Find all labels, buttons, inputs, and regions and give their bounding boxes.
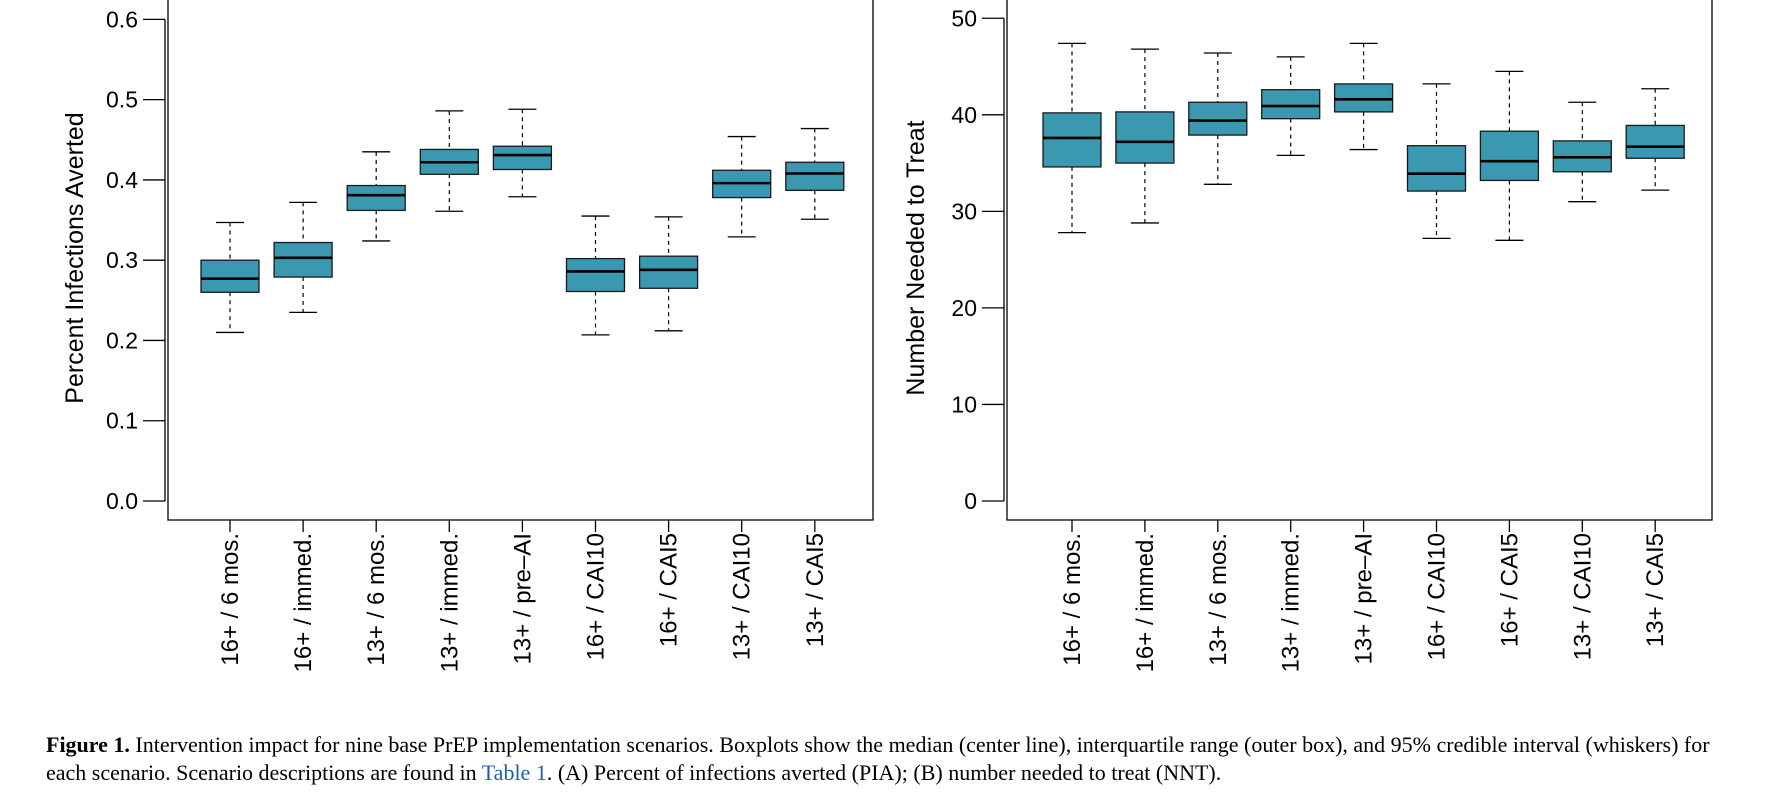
panel-a-pia-boxplot: 0.0 0.1 0.2 0.3 0.4 0.5 0.6 Percent Infections … (61, 0, 874, 672)
box-3 (346, 151, 406, 242)
y-tick-label: 50 (951, 5, 977, 31)
iqr-box (785, 161, 845, 192)
table-1-link[interactable]: Table 1 (481, 760, 547, 785)
category-label: 13+ / CAI10 (1569, 533, 1596, 660)
category-label: 13+ / CAI10 (729, 533, 756, 660)
iqr-box (638, 255, 699, 289)
y-tick-label: 0.5 (106, 87, 138, 113)
iqr-box (492, 145, 553, 171)
caption-label: Figure 1. (46, 732, 130, 757)
category-label: 13+ / CAI5 (1642, 533, 1669, 647)
category-label: 13+ / immed. (1278, 533, 1305, 672)
category-label: 13+ / immed. (436, 533, 463, 672)
iqr-box (1261, 89, 1321, 120)
box-1 (200, 221, 260, 334)
iqr-box (1188, 101, 1248, 136)
box-6 (1406, 83, 1467, 240)
y-tick-label: 0.1 (106, 408, 138, 434)
category-label: 16+ / CAI5 (656, 533, 683, 647)
category-label: 13+ / pre–AI (509, 533, 536, 664)
box-9 (1625, 88, 1685, 191)
y-tick-label: 30 (951, 198, 977, 224)
box-2 (273, 201, 333, 314)
iqr-box (1625, 124, 1685, 159)
category-label: 16+ / CAI10 (583, 533, 610, 660)
category-label: 16+ / immed. (290, 533, 317, 672)
boxplot-figure: 0.0 0.1 0.2 0.3 0.4 0.5 0.6 Percent Infections … (61, 0, 1713, 672)
category-label: 16+ / 6 mos. (1059, 533, 1086, 666)
iqr-box (565, 257, 626, 293)
iqr-box (1333, 83, 1394, 113)
y-tick-label: 10 (951, 391, 977, 417)
y-axis-title: Number Needed to Treat (902, 120, 930, 395)
iqr-box (1479, 130, 1540, 182)
iqr-box (346, 184, 406, 212)
y-tick-label: 0.6 (106, 6, 138, 32)
box-2 (1115, 48, 1175, 224)
category-label: 16+ / immed. (1132, 533, 1159, 672)
box-5 (492, 108, 553, 198)
y-tick-label: 0.4 (106, 167, 138, 193)
y-tick-label: 0.2 (106, 327, 138, 353)
y-tick-label: 0.0 (106, 488, 138, 514)
plot-frame (167, 0, 874, 521)
y-tick-label: 40 (951, 102, 977, 128)
caption-text-part-1: Intervention impact for nine base PrEP i… (46, 732, 1710, 785)
box-6 (565, 215, 626, 336)
y-tick-label: 0 (964, 488, 977, 514)
box-9 (785, 127, 845, 220)
y-tick-label: 0.3 (106, 247, 138, 273)
category-label: 16+ / 6 mos. (217, 533, 244, 666)
iqr-box (1115, 111, 1175, 164)
box-7 (1479, 70, 1540, 241)
iqr-box (1042, 112, 1102, 168)
box-7 (638, 216, 699, 332)
box-1 (1042, 42, 1102, 234)
category-label: 16+ / CAI5 (1496, 533, 1523, 647)
y-tick-label: 20 (951, 295, 977, 321)
iqr-box (200, 259, 260, 293)
category-label: 13+ / CAI5 (802, 533, 829, 647)
box-4 (419, 110, 479, 212)
caption-text-part-2: . (A) Percent of infections averted (PIA… (546, 760, 1222, 785)
plot-frame (1006, 0, 1713, 521)
box-4 (1261, 56, 1321, 157)
iqr-box (273, 241, 333, 278)
box-8 (712, 135, 772, 238)
box-3 (1188, 52, 1248, 185)
iqr-box (1406, 145, 1467, 192)
y-axis-title: Percent Infections Averted (61, 112, 89, 403)
box-8 (1552, 101, 1612, 203)
category-label: 13+ / 6 mos. (1205, 533, 1232, 666)
box-5 (1333, 42, 1394, 151)
figure-caption: Figure 1. Intervention impact for nine b… (46, 731, 1746, 787)
category-label: 13+ / pre–AI (1351, 533, 1378, 664)
category-label: 13+ / 6 mos. (363, 533, 390, 666)
panel-b-nnt-boxplot: 0 10 20 30 40 50 Number Needed to Treat 16+ / 6… (902, 0, 1713, 672)
category-label: 16+ / CAI10 (1424, 533, 1451, 660)
